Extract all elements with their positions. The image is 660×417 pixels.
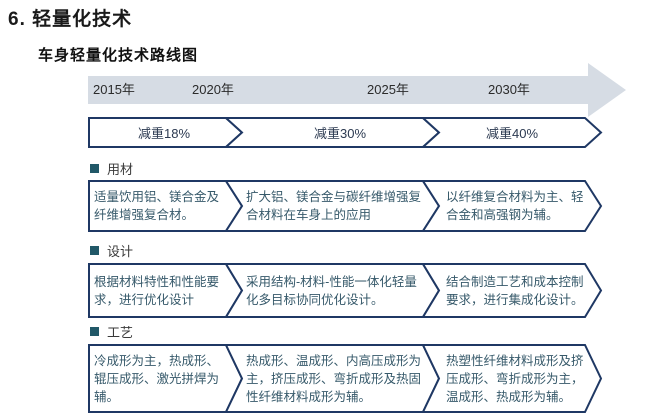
materials-chevron-shapes (88, 180, 603, 232)
design-chevron-shapes (88, 263, 603, 318)
square-bullet-icon (90, 327, 99, 336)
design-row: 根据材料特性和性能要求，进行优化设计 采用结构-材料-性能一体化轻量化多目标协同… (88, 263, 603, 318)
timeline-year-2015: 2015年 (93, 82, 135, 97)
weight-chevron-1: 减重18% (137, 126, 191, 141)
section-label: 用材 (107, 162, 134, 177)
materials-chevron-3: 以纤维复合材料为主、轻合金和高强钢为辅。 (446, 190, 584, 222)
process-chevron-3: 热塑性纤维材料成形及挤压成形、弯折成形为主，温成形、热成形为辅。 (446, 353, 584, 404)
timeline-year-2020: 2020年 (192, 82, 234, 97)
materials-chevron-2: 扩大铝、镁合金与碳纤维增强复合材料在车身上的应用 (246, 190, 422, 222)
section-label: 设计 (107, 244, 134, 259)
design-chevron-3: 结合制造工艺和成本控制要求，进行集成化设计。 (446, 274, 584, 307)
process-row: 冷成形为主，热成形、辊压成形、激光拼焊为辅。 热成形、温成形、内高压成形为主，挤… (88, 344, 603, 413)
section-header-process: 工艺 (90, 322, 133, 341)
weight-reduction-row: 减重18% 减重30% 减重40% (88, 117, 603, 148)
diagram-subtitle: 车身轻量化技术路线图 (38, 47, 199, 64)
square-bullet-icon (90, 164, 99, 173)
design-chevron-2: 采用结构-材料-性能一体化轻量化多目标协同优化设计。 (246, 274, 417, 307)
section-label: 工艺 (107, 325, 134, 340)
page-title: 6. 轻量化技术 (8, 9, 133, 30)
materials-chevron-1: 适量饮用铝、镁合金及纤维增强复合材。 (94, 190, 220, 222)
timeline-arrow-shape (88, 63, 626, 117)
section-header-design: 设计 (90, 241, 133, 260)
process-chevron-2: 热成形、温成形、内高压成形为主，挤压成形、弯折成形及热固性纤维材料成形为辅。 (246, 353, 422, 404)
section-header-materials: 用材 (90, 159, 133, 178)
design-chevron-1: 根据材料特性和性能要求，进行优化设计 (94, 274, 220, 307)
square-bullet-icon (90, 246, 99, 255)
process-chevron-1: 冷成形为主，热成形、辊压成形、激光拼焊为辅。 (94, 353, 220, 404)
materials-row: 适量饮用铝、镁合金及纤维增强复合材。 扩大铝、镁合金与碳纤维增强复合材料在车身上… (88, 180, 603, 232)
timeline-year-2030: 2030年 (488, 82, 530, 97)
timeline-year-2025: 2025年 (367, 82, 409, 97)
weight-chevron-shapes (88, 117, 603, 148)
process-chevron-shapes (88, 344, 603, 413)
timeline-arrow: 2015年 2020年 2025年 2030年 (88, 63, 628, 117)
weight-chevron-2: 减重30% (313, 126, 367, 141)
weight-chevron-3: 减重40% (485, 126, 539, 141)
